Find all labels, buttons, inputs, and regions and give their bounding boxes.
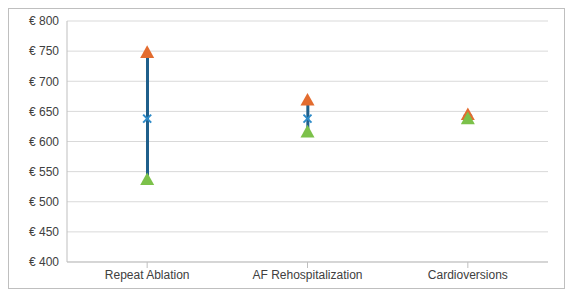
svg-text:€ 700: € 700 bbox=[29, 75, 59, 89]
svg-text:€ 450: € 450 bbox=[29, 225, 59, 239]
svg-text:AF Rehospitalization: AF Rehospitalization bbox=[252, 268, 362, 282]
svg-text:€ 650: € 650 bbox=[29, 105, 59, 119]
svg-text:€ 750: € 750 bbox=[29, 44, 59, 58]
svg-text:Cardioversions: Cardioversions bbox=[428, 268, 508, 282]
svg-text:€ 400: € 400 bbox=[29, 255, 59, 269]
svg-text:€ 500: € 500 bbox=[29, 195, 59, 209]
svg-text:€ 800: € 800 bbox=[29, 14, 59, 28]
svg-text:Repeat Ablation: Repeat Ablation bbox=[105, 268, 190, 282]
svg-text:€ 600: € 600 bbox=[29, 135, 59, 149]
svg-text:€ 550: € 550 bbox=[29, 165, 59, 179]
